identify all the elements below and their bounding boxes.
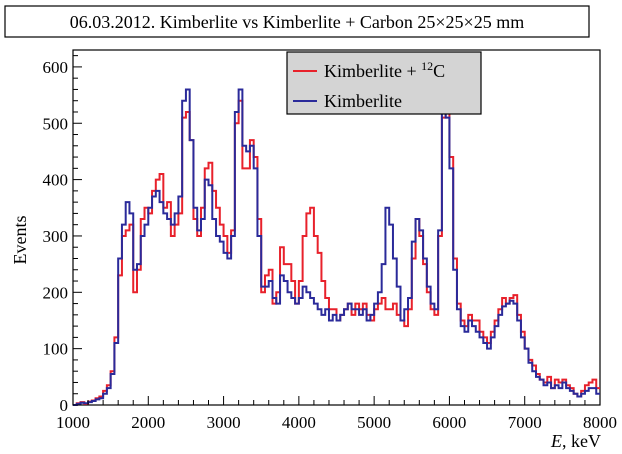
x-tick-label: 1000 <box>56 413 90 432</box>
y-tick-label: 200 <box>43 283 69 302</box>
x-tick-label: 3000 <box>207 413 241 432</box>
x-tick-label: 7000 <box>508 413 542 432</box>
series-line-kimberlite-carbon <box>73 99 600 406</box>
y-tick-label: 0 <box>60 396 69 415</box>
plot-area <box>73 88 600 406</box>
chart-title-box: 06.03.2012. Kimberlite vs Kimberlite + C… <box>4 5 590 38</box>
chart-title: 06.03.2012. Kimberlite vs Kimberlite + C… <box>70 12 524 32</box>
y-tick-label: 600 <box>43 58 69 77</box>
y-tick-label: 100 <box>43 340 69 359</box>
x-tick-label: 6000 <box>432 413 466 432</box>
y-tick-label: 400 <box>43 171 69 190</box>
x-tick-label: 8000 <box>583 413 617 432</box>
legend-label-kimberlite: Kimberlite <box>324 91 402 111</box>
legend-box <box>286 51 482 115</box>
legend-label-kimberlite-carbon: Kimberlite + 12C <box>324 59 445 81</box>
x-axis-title-unit: , keV <box>562 431 601 451</box>
legend: Kimberlite + 12C Kimberlite <box>286 51 482 115</box>
y-tick-label: 300 <box>43 227 69 246</box>
x-axis-title: E, keV <box>550 431 601 451</box>
x-tick-label: 5000 <box>357 413 391 432</box>
y-tick-label: 500 <box>43 114 69 133</box>
x-tick-label: 4000 <box>282 413 316 432</box>
axes: 1000 2000 3000 4000 5000 6000 7000 8000 0 100 200 3… <box>43 55 617 432</box>
y-axis-title: Events <box>10 216 30 265</box>
x-axis-title-symbol: E <box>550 431 562 451</box>
x-tick-label: 2000 <box>131 413 165 432</box>
series-line-kimberlite <box>73 88 600 406</box>
plot-frame <box>72 49 601 406</box>
